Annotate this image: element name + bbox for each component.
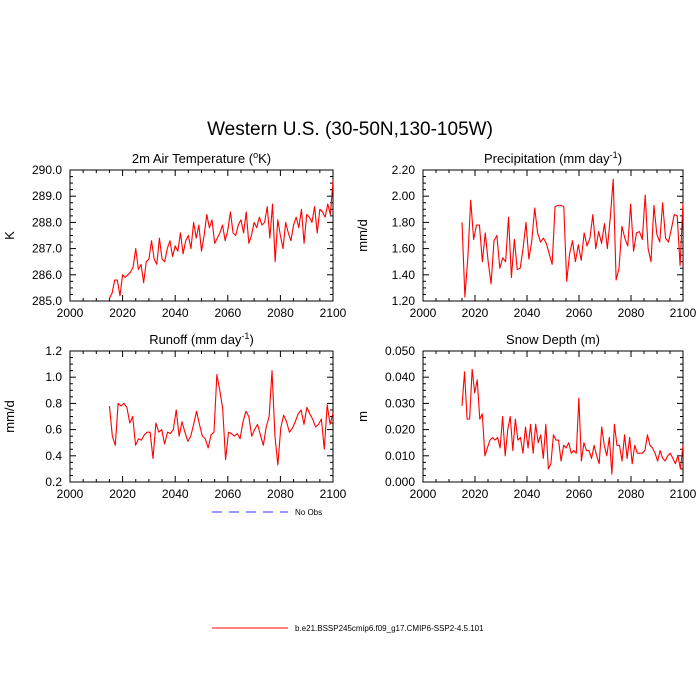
panel-2-ytick-label: 1.60 bbox=[392, 242, 416, 256]
legend-label-1: No Obs bbox=[295, 508, 322, 517]
panel-1-xtick-label: 2040 bbox=[162, 306, 189, 320]
legend: No Obs b.e21.BSSP245cmip6.f09_g17.CMIP6-S… bbox=[212, 508, 484, 633]
panel-1-ylabel: K bbox=[2, 231, 17, 240]
panel-2-ytick-label: 1.20 bbox=[392, 294, 416, 308]
panel-2-ytick-label: 1.80 bbox=[392, 215, 416, 229]
panel-4-title: Snow Depth (m) bbox=[506, 332, 600, 347]
panel-1-xtick-label: 2020 bbox=[109, 306, 136, 320]
chart-panel-2: Precipitation (mm day-1) mm/d 2000 2020 2040… bbox=[355, 150, 697, 320]
panel-3-xtick-label: 2000 bbox=[57, 487, 84, 501]
panel-1-ytick-label: 288.0 bbox=[32, 215, 62, 229]
panel-1-xtick-label: 2060 bbox=[214, 306, 241, 320]
panel-3-xtick-label: 2020 bbox=[109, 487, 136, 501]
panel-2-xtick-label: 2080 bbox=[618, 306, 645, 320]
panel-4-xtick-label: 2040 bbox=[514, 487, 541, 501]
panel-3-ytick-label: 0.8 bbox=[45, 396, 62, 410]
panel-1-ytick-label: 286.0 bbox=[32, 268, 62, 282]
panel-2-title: Precipitation (mm day-1) bbox=[484, 150, 622, 166]
panel-2-series-line bbox=[461, 178, 684, 298]
panel-3-xtick-label: 2100 bbox=[320, 487, 347, 501]
chart-panels: 2m Air Temperature (oK) K 2000 2020 2040 2060… bbox=[2, 150, 697, 501]
panel-4-ytick-label: 0.050 bbox=[385, 344, 415, 358]
panel-1-ytick-label: 290.0 bbox=[32, 163, 62, 177]
panel-3-series-line bbox=[108, 370, 334, 466]
panel-4-xtick-label: 2080 bbox=[618, 487, 645, 501]
panel-4-frame bbox=[422, 350, 684, 483]
panel-2-xtick-label: 2060 bbox=[566, 306, 593, 320]
panel-4-ytick-label: 0.040 bbox=[385, 370, 415, 384]
panel-1-title: 2m Air Temperature (oK) bbox=[132, 150, 271, 166]
panel-3-ytick-label: 0.2 bbox=[45, 475, 62, 489]
panel-3-ytick-label: 1.2 bbox=[45, 344, 62, 358]
panel-4-ytick-label: 0.020 bbox=[385, 423, 415, 437]
panel-3-title: Runoff (mm day-1) bbox=[149, 331, 254, 347]
panel-1-ytick-label: 287.0 bbox=[32, 242, 62, 256]
chart-panel-4: Snow Depth (m) m 2000 2020 2040 2060 2080 2100 0… bbox=[355, 332, 697, 501]
panel-4-xtick-label: 2000 bbox=[410, 487, 437, 501]
panel-2-xtick-label: 2020 bbox=[462, 306, 489, 320]
panel-1-xtick-label: 2100 bbox=[320, 306, 347, 320]
panel-3-xtick-label: 2040 bbox=[162, 487, 189, 501]
panel-3-xtick-label: 2060 bbox=[214, 487, 241, 501]
panel-1-ytick-label: 289.0 bbox=[32, 189, 62, 203]
panel-3-ytick-label: 0.6 bbox=[45, 423, 62, 437]
panel-2-ytick-label: 2.20 bbox=[392, 163, 416, 177]
panel-2-ytick-label: 1.40 bbox=[392, 268, 416, 282]
legend-label-2: b.e21.BSSP245cmip6.f09_g17.CMIP6-SSP2-4.… bbox=[295, 624, 484, 633]
panel-3-ylabel: mm/d bbox=[2, 400, 17, 433]
panel-4-xtick-label: 2060 bbox=[566, 487, 593, 501]
panel-3-ytick-label: 1.0 bbox=[45, 370, 62, 384]
panel-1-xtick-label: 2080 bbox=[267, 306, 294, 320]
panel-1-frame bbox=[69, 169, 334, 302]
figure-title: Western U.S. (30-50N,130-105W) bbox=[207, 119, 493, 140]
panel-2-xtick-label: 2000 bbox=[410, 306, 437, 320]
panel-2-ytick-label: 2.00 bbox=[392, 189, 416, 203]
panel-4-ytick-label: 0.030 bbox=[385, 396, 415, 410]
panel-4-xtick-label: 2100 bbox=[670, 487, 697, 501]
panel-2-xtick-label: 2100 bbox=[670, 306, 697, 320]
chart-panel-1: 2m Air Temperature (oK) K 2000 2020 2040 2060… bbox=[2, 150, 347, 320]
panel-4-ytick-label: 0.000 bbox=[385, 475, 415, 489]
panel-2-ylabel: mm/d bbox=[355, 219, 370, 252]
panel-4-xtick-label: 2020 bbox=[462, 487, 489, 501]
panel-4-ytick-label: 0.010 bbox=[385, 449, 415, 463]
panel-4-ylabel: m bbox=[355, 411, 370, 422]
panel-3-xtick-label: 2080 bbox=[267, 487, 294, 501]
panel-3-ytick-label: 0.4 bbox=[45, 449, 62, 463]
panel-3-frame bbox=[69, 350, 334, 483]
panel-4-series-line bbox=[461, 368, 684, 475]
chart-panel-3: Runoff (mm day-1) mm/d 2000 2020 2040 2060 208… bbox=[2, 331, 347, 501]
panel-2-xtick-label: 2040 bbox=[514, 306, 541, 320]
panel-1-series-line bbox=[108, 180, 334, 299]
panel-1-xtick-label: 2000 bbox=[57, 306, 84, 320]
panel-1-ytick-label: 285.0 bbox=[32, 294, 62, 308]
